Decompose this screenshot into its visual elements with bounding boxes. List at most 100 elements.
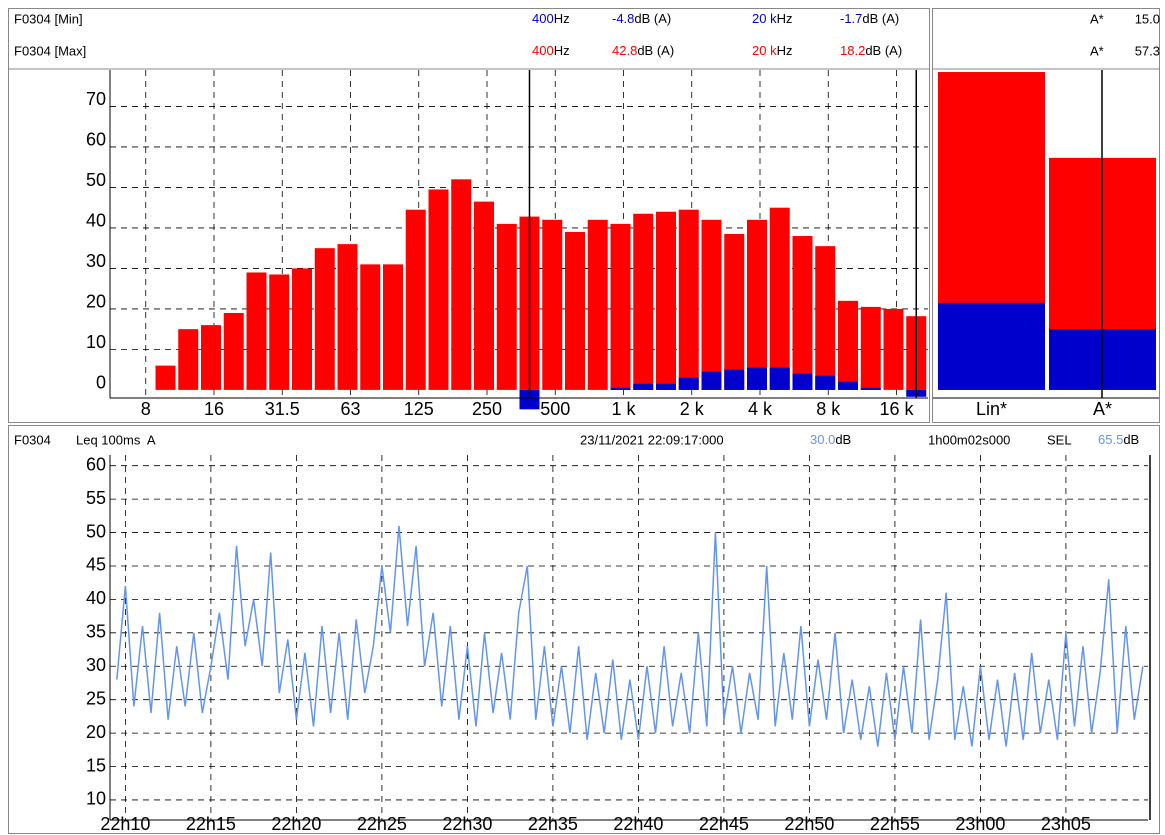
bar <box>747 219 767 390</box>
y-tick-label: 40 <box>86 588 106 608</box>
y-tick-label: 50 <box>86 170 106 190</box>
duration: 1h00m02s000 <box>928 432 1010 447</box>
bar <box>383 264 403 390</box>
x-tick-label: 2 k <box>680 399 705 419</box>
bar <box>792 373 813 390</box>
bar <box>769 367 790 390</box>
sel-value: 65.5 <box>1098 432 1123 447</box>
x-tick-label: 1 k <box>611 399 636 419</box>
bar <box>633 383 654 390</box>
cursor-unit: Hz <box>554 11 570 26</box>
bar <box>747 367 767 390</box>
bar <box>496 223 517 390</box>
channel: F0304 <box>14 432 51 447</box>
y-tick-label: 40 <box>86 211 106 231</box>
cursor-frequency: 400 <box>532 11 554 26</box>
y-tick-label: 60 <box>86 130 106 150</box>
level-unit: dB (A) <box>865 43 902 58</box>
header-text: -1.7dB (A) <box>840 11 899 26</box>
y-tick-label: 15 <box>86 755 106 775</box>
bar <box>360 264 381 390</box>
unit: dB <box>1123 432 1139 447</box>
bar <box>314 248 335 390</box>
bar <box>883 308 904 390</box>
bar <box>337 244 358 390</box>
x-tick-label: 16 <box>204 399 224 419</box>
y-tick-label: 35 <box>86 622 106 642</box>
x-tick-label: 4 k <box>748 399 773 419</box>
x-tick-label: 22h20 <box>271 814 321 834</box>
cursor-category: A* <box>1090 11 1104 26</box>
x-tick-label: 22h15 <box>186 814 236 834</box>
spectrum-panel <box>8 8 930 423</box>
measure: Leq 100ms A <box>76 432 156 447</box>
bar <box>405 209 426 390</box>
header-text: 400Hz <box>532 11 570 26</box>
bar <box>656 211 676 390</box>
bar <box>201 325 221 390</box>
bar <box>678 377 699 390</box>
y-tick-label: 60 <box>86 454 106 474</box>
bar <box>610 223 631 390</box>
bar <box>587 219 608 390</box>
bar <box>428 189 449 390</box>
level-unit: dB (A) <box>634 11 671 26</box>
series-name: F0304 [Min] <box>14 11 83 26</box>
x-tick-label: 23h05 <box>1041 814 1091 834</box>
bar <box>860 387 881 390</box>
y-tick-label: 55 <box>86 488 106 508</box>
y-tick-label: 20 <box>86 722 106 742</box>
bar <box>656 383 676 390</box>
sel-label: SEL <box>1047 432 1072 447</box>
header-text: 20 kHz <box>752 11 792 26</box>
x-tick-label: 63 <box>340 399 360 419</box>
bar <box>155 365 176 390</box>
x-tick-label: 31.5 <box>265 399 300 419</box>
x-tick-label: 22h30 <box>442 814 492 834</box>
x-tick-label: 22h45 <box>699 814 749 834</box>
y-tick-label: 0 <box>96 373 106 393</box>
bar <box>451 179 472 390</box>
bar <box>519 389 540 410</box>
x-tick-label: 250 <box>472 399 502 419</box>
cursor-level: 15.0 <box>1135 11 1160 26</box>
bar <box>678 209 699 390</box>
bar <box>542 219 563 390</box>
x-tick-label: 23h00 <box>955 814 1005 834</box>
cursor-frequency: 20 k <box>752 11 777 26</box>
bar <box>815 246 836 390</box>
y-tick-label: 30 <box>86 655 106 675</box>
cursor-level: 18.2 <box>840 43 865 58</box>
x-tick-label: 16 k <box>879 399 914 419</box>
bar <box>860 306 881 390</box>
level-unit: dB (A) <box>637 43 674 58</box>
y-tick-label: 70 <box>86 89 106 109</box>
cursor-frequency: 20 k <box>752 43 777 58</box>
unit: dB <box>835 432 851 447</box>
bar <box>223 312 244 390</box>
cursor-category: A* <box>1090 43 1104 58</box>
y-tick-label: 45 <box>86 555 106 575</box>
cursor-unit: Hz <box>777 43 793 58</box>
bar <box>724 369 745 390</box>
cursor-level: -4.8 <box>612 11 634 26</box>
x-tick-label: A* <box>1093 399 1112 419</box>
time-panel <box>8 425 1160 834</box>
bar <box>246 272 267 390</box>
y-tick-label: 10 <box>86 332 106 352</box>
bar <box>633 213 654 390</box>
y-tick-label: 10 <box>86 789 106 809</box>
level-line <box>116 525 1144 747</box>
bar <box>701 371 722 390</box>
bar <box>938 302 1045 390</box>
header-text: -4.8dB (A) <box>612 11 671 26</box>
x-tick-label: 22h50 <box>784 814 834 834</box>
header-text: 42.8dB (A) <box>612 43 674 58</box>
x-tick-label: Lin* <box>976 399 1007 419</box>
bar <box>269 274 290 390</box>
cursor-level: 42.8 <box>612 43 637 58</box>
cursor-frequency: 400 <box>532 43 554 58</box>
y-tick-label: 20 <box>86 292 106 312</box>
cursor-level: -1.7 <box>840 11 862 26</box>
